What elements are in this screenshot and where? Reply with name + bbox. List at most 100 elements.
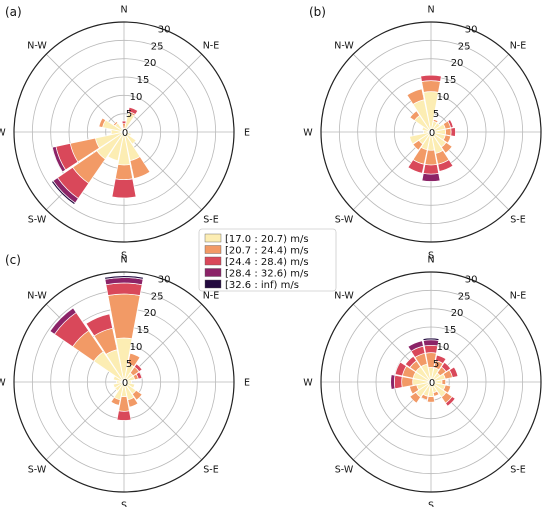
wind-bar-segment: [131, 389, 143, 401]
wind-rose-panel: (a) N N-E E S-E S S-W W N-W 0 5 10 15 20 25 30: [0, 5, 250, 262]
wind-bar-segment: [440, 361, 452, 373]
grid-spoke: [430, 53, 510, 133]
wind-bar-segment: [440, 141, 453, 154]
wind-bar-segment: [104, 275, 144, 280]
grid-spoke: [45, 53, 125, 133]
direction-label: S-W: [335, 464, 354, 475]
wind-bar-segment: [123, 131, 137, 145]
legend-label-4: [32.6 : inf) m/s: [225, 280, 299, 291]
panel-label: (a): [5, 5, 22, 19]
direction-label: N-W: [334, 41, 354, 52]
direction-label: S: [428, 251, 434, 262]
wind-bar-segment: [114, 164, 134, 181]
wind-bar-segment: [445, 127, 452, 137]
direction-label: S-E: [510, 214, 525, 225]
wind-bar-segment: [435, 354, 447, 365]
direction-label: N: [120, 5, 127, 16]
grid-spoke: [123, 131, 203, 211]
wind-bar-segment: [437, 159, 454, 172]
radial-tick-label: 5: [126, 109, 132, 120]
radial-tick-label: 25: [458, 41, 471, 52]
wind-bar-segment: [121, 127, 125, 133]
wind-bar-segment: [445, 396, 456, 407]
direction-label: S-W: [335, 214, 354, 225]
wind-bar-segment: [412, 139, 424, 151]
panels-group: (a) N N-E E S-E S S-W W N-W 0 5 10 15 20 25 30 (b) N N-E E S…: [0, 5, 542, 507]
wind-bar-segment: [450, 127, 456, 137]
legend-swatch-1: [204, 245, 222, 254]
radial-tick-label: 25: [151, 41, 164, 52]
radial-tick-label: 5: [433, 109, 439, 120]
polar-frame: [13, 271, 235, 493]
wind-bar-segment: [116, 410, 132, 421]
legend-label-3: [28.4 : 32.6) m/s: [225, 269, 309, 280]
wind-bar-segment: [432, 390, 440, 397]
radial-tick-label: 30: [465, 24, 478, 35]
radial-tick-label: 5: [433, 359, 439, 370]
legend: [17.0 : 20.7) m/s [20.7 : 24.4) m/s [24.…: [198, 228, 337, 292]
radial-tick-label: 30: [158, 274, 171, 285]
direction-label: N: [427, 255, 434, 266]
direction-label: S: [121, 501, 127, 507]
radial-tick-label: 0: [429, 128, 435, 139]
wind-bar-segment: [442, 134, 452, 144]
wind-bar-segment: [409, 384, 420, 395]
radial-tick-label: 10: [437, 342, 450, 353]
wind-bar-segment: [105, 282, 143, 296]
radial-tick-label: 30: [465, 274, 478, 285]
wind-bar-segment: [127, 396, 139, 408]
grid-spoke: [123, 53, 203, 133]
wind-bar-segment: [407, 159, 425, 174]
wind-bar-segment: [409, 110, 421, 122]
legend-label-1: [20.7 : 24.4) m/s: [225, 246, 309, 257]
direction-label: E: [244, 128, 250, 139]
legend-label-0: [17.0 : 20.7) m/s: [225, 234, 309, 245]
direction-label: S-E: [203, 464, 218, 475]
direction-label: N-W: [27, 41, 47, 52]
wind-bar-segment: [393, 374, 403, 390]
wind-bar-segment: [49, 307, 77, 335]
wind-bar-segment: [127, 106, 139, 115]
wind-bar-segment: [420, 74, 442, 82]
wind-bar-segment: [407, 340, 424, 352]
direction-label: N: [427, 5, 434, 16]
wind-bar-segment: [420, 393, 429, 401]
wind-bar-segment: [127, 352, 141, 368]
radial-tick-label: 0: [122, 378, 128, 389]
wind-bar-segment: [421, 80, 441, 93]
legend-label-2: [24.4 : 28.4) m/s: [225, 257, 309, 268]
wind-bar-segment: [422, 337, 440, 341]
wind-bar-segment: [135, 371, 143, 380]
radial-tick-label: 0: [122, 128, 128, 139]
direction-label: W: [303, 378, 313, 389]
wind-bar-segment: [404, 355, 417, 368]
radial-tick-label: 5: [126, 359, 132, 370]
wind-bar-segment: [394, 361, 407, 377]
radial-tick-label: 15: [137, 75, 150, 86]
wind-bar-segment: [107, 131, 125, 162]
direction-label: S-W: [28, 214, 47, 225]
wind-bar-segment: [409, 131, 432, 145]
panel-label: (c): [5, 253, 21, 267]
wind-bar-segment: [85, 313, 113, 337]
wind-rose-panel: (c) N N-E E S-E S S-W W N-W 0 5 10 15 20 25 30: [0, 253, 250, 507]
legend-frame: [198, 228, 337, 292]
direction-label: N-E: [203, 41, 220, 52]
polar-frame: [13, 21, 235, 243]
wind-bar-segment: [112, 120, 119, 127]
legend-swatch-4: [204, 279, 222, 289]
wind-bar-segment: [129, 156, 151, 180]
wind-bar-segment: [409, 391, 422, 404]
polar-frame: [320, 271, 542, 493]
wind-bar-segment: [111, 178, 137, 199]
wind-bar-segment: [133, 363, 143, 373]
radial-tick-label: 25: [151, 291, 164, 302]
direction-label: W: [303, 128, 313, 139]
wind-bar-segment: [447, 119, 454, 129]
polar-frame: [320, 21, 542, 243]
radial-tick-label: 20: [144, 58, 157, 69]
direction-label: N-E: [510, 291, 527, 302]
